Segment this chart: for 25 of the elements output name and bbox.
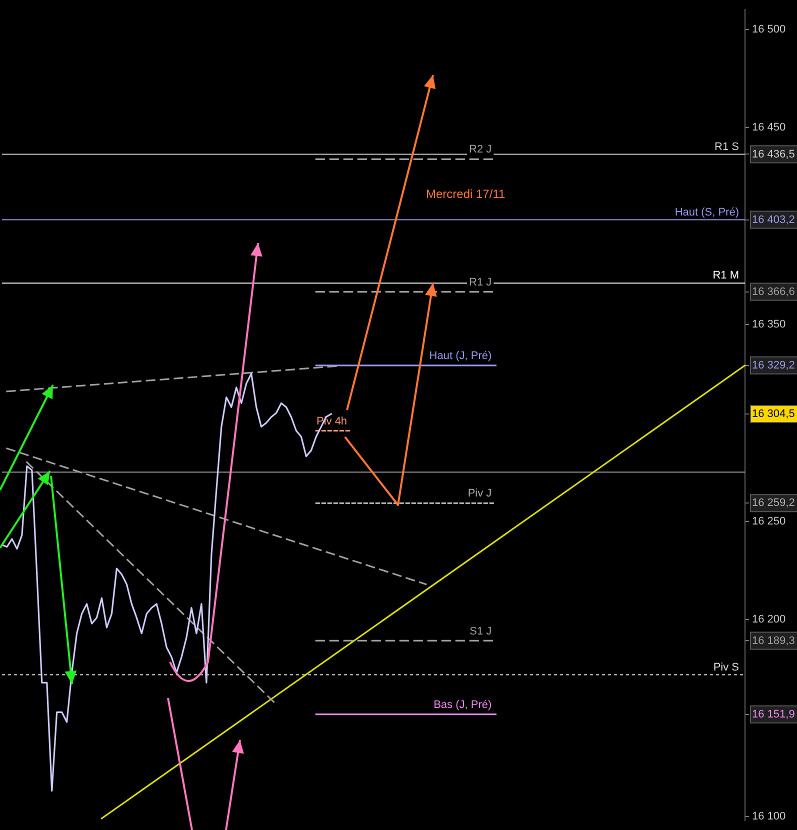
ref-line-label: Piv S	[713, 661, 739, 674]
y-tick-label: 16 100	[752, 810, 786, 822]
y-tick-label: 16 189,3	[752, 634, 795, 647]
series-label: Bas (J, Pré)	[434, 698, 492, 711]
series-label: S1 J	[470, 625, 492, 638]
y-tick-label: 16 500	[752, 23, 786, 36]
ref-line-label: R1 S	[714, 140, 739, 153]
y-tick-label: 16 200	[752, 614, 786, 626]
series-label: R2 J	[469, 144, 492, 156]
ref-line-label: Haut (S, Pré)	[674, 206, 739, 218]
y-tick-label: 16 366,6	[752, 286, 795, 298]
series-label: R1 J	[469, 276, 492, 288]
y-tick-label: 16 151,9	[752, 708, 795, 720]
y-tick-label: 16 450	[752, 122, 786, 134]
series-label: Haut (J, Pré)	[429, 350, 492, 362]
y-tick-label: 16 250	[752, 515, 786, 528]
ref-line-label: R1 M	[712, 270, 739, 282]
y-tick-label: 16 403,2	[752, 214, 795, 226]
series-label: Piv J	[468, 488, 492, 500]
y-tick-label: 16 436,5	[752, 148, 795, 160]
annotation: Mercredi 17/11	[426, 187, 506, 201]
y-tick-label: 16 304,5	[752, 408, 795, 420]
y-tick-label: 16 259,2	[752, 497, 795, 510]
y-tick-label: 16 350	[752, 318, 786, 331]
y-tick-label: 16 329,2	[752, 359, 795, 372]
